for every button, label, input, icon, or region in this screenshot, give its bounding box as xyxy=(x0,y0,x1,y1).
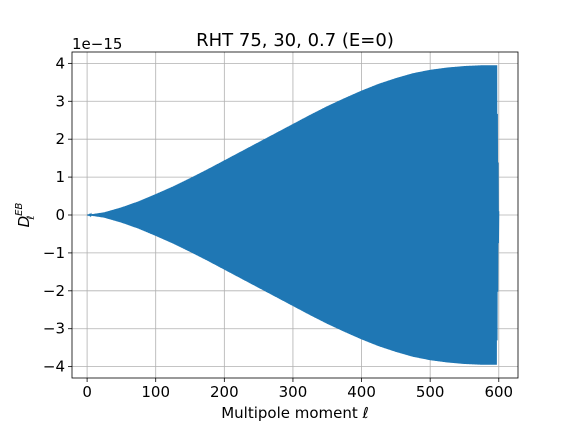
x-tick-label: 400 xyxy=(347,383,376,401)
y-axis-label-sup: EB xyxy=(14,202,25,215)
series-line xyxy=(87,65,500,365)
y-axis-offset: 1e−15 xyxy=(72,35,122,53)
y-tick-label: 1 xyxy=(55,168,65,186)
x-tick-label: 0 xyxy=(82,383,92,401)
x-tick-label: 200 xyxy=(210,383,239,401)
x-tick-label: 300 xyxy=(279,383,308,401)
x-tick-label: 500 xyxy=(416,383,445,401)
y-tick-label: 3 xyxy=(55,92,65,110)
y-tick-label: −3 xyxy=(43,320,65,338)
y-axis-label: DEBℓ xyxy=(14,202,37,227)
y-axis-label-main: D xyxy=(15,216,33,228)
y-tick-label: 0 xyxy=(55,206,65,224)
y-tick-label: −2 xyxy=(43,282,65,300)
y-tick-label: 2 xyxy=(55,130,65,148)
y-tick-label: −4 xyxy=(43,358,65,376)
y-tick-label: −1 xyxy=(43,244,65,262)
x-tick-label: 600 xyxy=(484,383,513,401)
y-axis-label-sub: ℓ xyxy=(26,215,37,219)
data-series xyxy=(87,65,500,365)
y-tick-label: 4 xyxy=(55,54,65,72)
chart-title: RHT 75, 30, 0.7 (E=0) xyxy=(196,30,394,51)
x-tick-label: 100 xyxy=(141,383,170,401)
axis-ticks: 0 100 200 300 400 500 600 4 3 2 1 0 −1 −2 −3 −4 xyxy=(43,54,513,401)
x-axis-label: Multipole moment ℓ xyxy=(221,404,369,422)
